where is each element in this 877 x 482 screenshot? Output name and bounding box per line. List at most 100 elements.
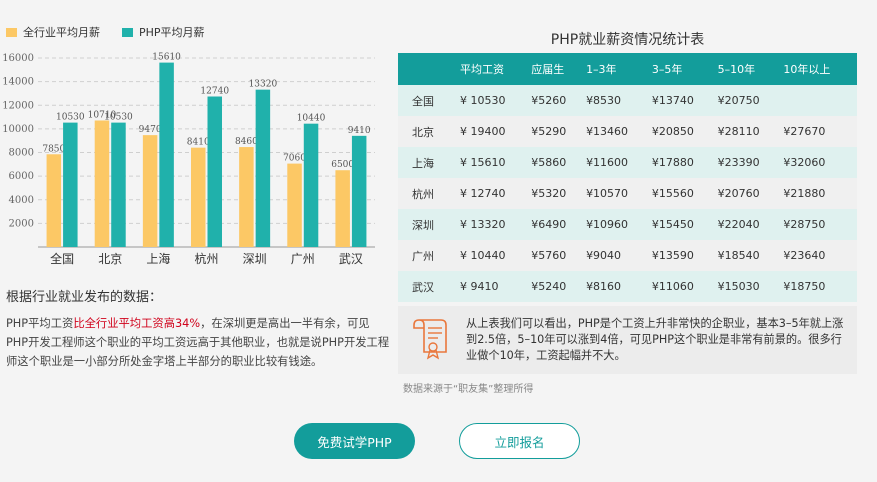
table-row: 北京 ¥ 19400 ¥5290 ¥13460 ¥20850 ¥28110 ¥27670	[398, 116, 857, 147]
table-header-cell: 应届生	[531, 53, 587, 85]
legend-swatch-php	[122, 27, 133, 37]
table-salary-cell: ¥5240	[531, 271, 587, 302]
table-row: 上海 ¥ 15610 ¥5860 ¥11600 ¥17880 ¥23390 ¥32060	[398, 147, 857, 178]
signup-button[interactable]: 立即报名	[459, 423, 580, 459]
bar-php	[255, 89, 271, 247]
table-salary-cell: ¥ 19400	[460, 116, 532, 147]
table-salary-cell: ¥22040	[717, 209, 784, 240]
table-city-cell: 广州	[398, 240, 460, 271]
table-salary-cell: ¥18750	[783, 271, 857, 302]
table-salary-cell: ¥5320	[531, 178, 587, 209]
table-row: 广州 ¥ 10440 ¥5760 ¥9040 ¥13590 ¥18540 ¥23640	[398, 240, 857, 271]
table-salary-cell: ¥18540	[717, 240, 784, 271]
bar-industry	[335, 170, 350, 247]
table-header-cell	[398, 53, 460, 85]
data-label: 8410	[187, 138, 210, 148]
table-salary-cell: ¥27670	[783, 116, 857, 147]
data-label: 13320	[249, 80, 278, 90]
intro-highlight: 比全行业平均工资高34%	[73, 317, 201, 330]
legend-label-php: PHP平均月薪	[139, 26, 205, 39]
table-title: PHP就业薪资情况统计表	[550, 32, 705, 48]
bar-php	[63, 122, 78, 247]
free-trial-button[interactable]: 免费试学PHP	[294, 423, 415, 459]
table-salary-cell: ¥5290	[531, 116, 587, 147]
x-tick-label: 北京	[98, 252, 122, 266]
table-salary-cell: ¥8160	[586, 271, 652, 302]
table-salary-cell: ¥9040	[586, 240, 652, 271]
table-city-cell: 全国	[398, 85, 460, 116]
table-salary-cell: ¥23390	[717, 147, 784, 178]
table-city-cell: 上海	[398, 147, 460, 178]
bar-php	[351, 135, 367, 247]
data-label: 6500	[331, 160, 354, 170]
y-tick-label: 12000	[2, 100, 34, 111]
table-salary-cell: ¥8530	[586, 85, 652, 116]
bar-industry	[46, 154, 62, 247]
document-scroll-icon	[413, 319, 447, 360]
table-row: 武汉 ¥ 9410 ¥5240 ¥8160 ¥11060 ¥15030 ¥18750	[398, 271, 857, 302]
intro-text-post: ，在深圳更是高出一半有余，可见PHP开发工程师这个职业的平均工资远高于其他职业，…	[6, 317, 390, 368]
table-salary-cell: ¥20850	[651, 116, 718, 147]
x-tick-label: 武汉	[339, 252, 363, 266]
data-label: 7060	[283, 154, 306, 164]
legend-item-php: PHP平均月薪	[122, 24, 205, 40]
bar-industry	[142, 135, 158, 247]
table-salary-cell	[783, 85, 857, 116]
data-label: 12740	[200, 87, 229, 97]
bar-php	[207, 96, 222, 247]
y-tick-label: 10000	[2, 124, 34, 135]
data-label: 9410	[348, 126, 371, 136]
table-city-cell: 深圳	[398, 209, 460, 240]
y-tick-label: 6000	[9, 171, 34, 182]
table-salary-cell: ¥21880	[783, 178, 857, 209]
table-salary-cell: ¥10570	[586, 178, 652, 209]
table-salary-cell: ¥ 13320	[460, 209, 532, 240]
table-salary-cell: ¥15030	[717, 271, 784, 302]
legend-swatch-industry	[6, 27, 17, 37]
table-salary-cell: ¥13590	[651, 240, 718, 271]
table-header-cell: 1–3年	[586, 53, 652, 85]
data-label: 10530	[104, 113, 133, 123]
data-source-caption: 数据来源于“职友集”整理所得	[403, 384, 534, 395]
data-label: 9470	[139, 125, 162, 135]
table-header-row: 平均工资 应届生 1–3年 3–5年 5–10年 10年以上	[398, 53, 857, 85]
summary-note-text: 从上表我们可以看出，PHP是个工资上升非常快的企职业，基本3–5年就上涨到2.5…	[466, 317, 844, 362]
table-salary-cell: ¥15450	[651, 209, 718, 240]
table-salary-cell: ¥13460	[586, 116, 652, 147]
table-salary-cell: ¥20750	[717, 85, 784, 116]
table-header-cell: 平均工资	[460, 53, 532, 85]
bar-industry	[239, 147, 254, 247]
x-tick-label: 深圳	[243, 252, 267, 266]
summary-note: 从上表我们可以看出，PHP是个工资上升非常快的企职业，基本3–5年就上涨到2.5…	[398, 306, 857, 374]
bar-industry	[191, 147, 206, 247]
table-salary-cell: ¥ 12740	[460, 178, 532, 209]
table-salary-cell: ¥11060	[651, 271, 718, 302]
bar-php	[159, 62, 174, 248]
salary-table: 平均工资 应届生 1–3年 3–5年 5–10年 10年以上 全国 ¥ 10530 ¥5260…	[398, 53, 857, 302]
table-salary-cell: ¥5760	[531, 240, 587, 271]
table-header-cell: 5–10年	[717, 53, 784, 85]
salary-chart-panel: 全行业平均月薪 PHP平均月薪 2000 4000 6000 8000 10000 120…	[0, 0, 390, 400]
table-city-cell: 北京	[398, 116, 460, 147]
data-label: 7850	[42, 144, 65, 154]
x-tick-label: 杭州	[194, 251, 218, 266]
table-salary-cell: ¥ 15610	[460, 147, 532, 178]
table-salary-cell: ¥15560	[651, 178, 718, 209]
bar-industry	[287, 163, 302, 247]
salary-bar-chart: 2000 4000 6000 8000 10000 12000 14000 16000 7850…	[2, 53, 375, 266]
data-label: 10530	[56, 113, 85, 123]
table-city-cell: 杭州	[398, 178, 460, 209]
data-label: 15610	[152, 53, 181, 63]
y-tick-label: 4000	[9, 195, 34, 206]
x-tick-label: 广州	[291, 252, 315, 266]
y-tick-label: 2000	[9, 218, 34, 229]
table-salary-cell: ¥5860	[531, 147, 587, 178]
y-tick-label: 16000	[2, 53, 34, 64]
table-salary-cell: ¥ 10440	[460, 240, 532, 271]
table-row: 杭州 ¥ 12740 ¥5320 ¥10570 ¥15560 ¥20760 ¥21880	[398, 178, 857, 209]
table-salary-cell: ¥6490	[531, 209, 587, 240]
x-tick-label: 上海	[146, 251, 170, 266]
table-salary-cell: ¥10960	[586, 209, 652, 240]
bar-php	[303, 123, 319, 247]
chart-legend: 全行业平均月薪 PHP平均月薪	[6, 24, 205, 40]
